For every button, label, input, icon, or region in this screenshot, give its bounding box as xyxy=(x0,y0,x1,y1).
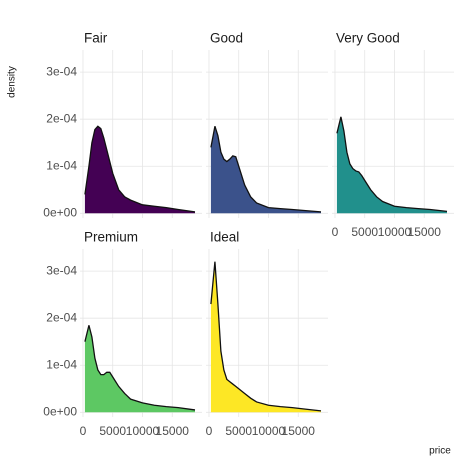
y-tick-label: 3e-04 xyxy=(46,263,77,277)
y-tick-label: 1e-04 xyxy=(46,158,77,172)
density-line xyxy=(336,116,448,213)
x-axis-title: price xyxy=(429,446,451,457)
x-tick-label: 10000 xyxy=(252,424,286,438)
density-area xyxy=(84,325,195,413)
x-tick-label: 0 xyxy=(80,424,87,438)
x-tick-label: 5000 xyxy=(351,225,378,239)
x-tick-label: 5000 xyxy=(99,424,126,438)
x-tick-label: 10000 xyxy=(378,225,412,239)
facet-title: Good xyxy=(210,31,243,46)
x-tick-label: 15000 xyxy=(408,225,442,239)
density-line xyxy=(84,325,196,411)
facet-title: Premium xyxy=(84,230,138,245)
density-area xyxy=(210,126,321,214)
density-line xyxy=(84,125,196,213)
y-tick-label: 2e-04 xyxy=(46,310,77,324)
y-tick-label: 0e+00 xyxy=(43,205,77,219)
x-tick-label: 5000 xyxy=(225,424,252,438)
y-tick-label: 3e-04 xyxy=(46,64,77,78)
y-axis-title: density xyxy=(7,66,18,98)
x-tick-label: 10000 xyxy=(126,424,160,438)
facet-title: Very Good xyxy=(336,31,400,46)
y-tick-label: 0e+00 xyxy=(43,404,77,418)
density-line xyxy=(210,126,322,213)
y-tick-label: 1e-04 xyxy=(46,357,77,371)
density-line xyxy=(210,261,322,412)
y-tick-label: 2e-04 xyxy=(46,111,77,125)
density-area xyxy=(84,126,195,214)
x-tick-label: 0 xyxy=(332,225,339,239)
x-tick-label: 15000 xyxy=(282,424,316,438)
facet-title: Fair xyxy=(84,31,108,46)
facet-title: Ideal xyxy=(210,230,239,245)
density-area xyxy=(336,116,447,214)
density-area xyxy=(210,261,321,413)
x-tick-label: 15000 xyxy=(156,424,190,438)
x-tick-label: 0 xyxy=(206,424,213,438)
